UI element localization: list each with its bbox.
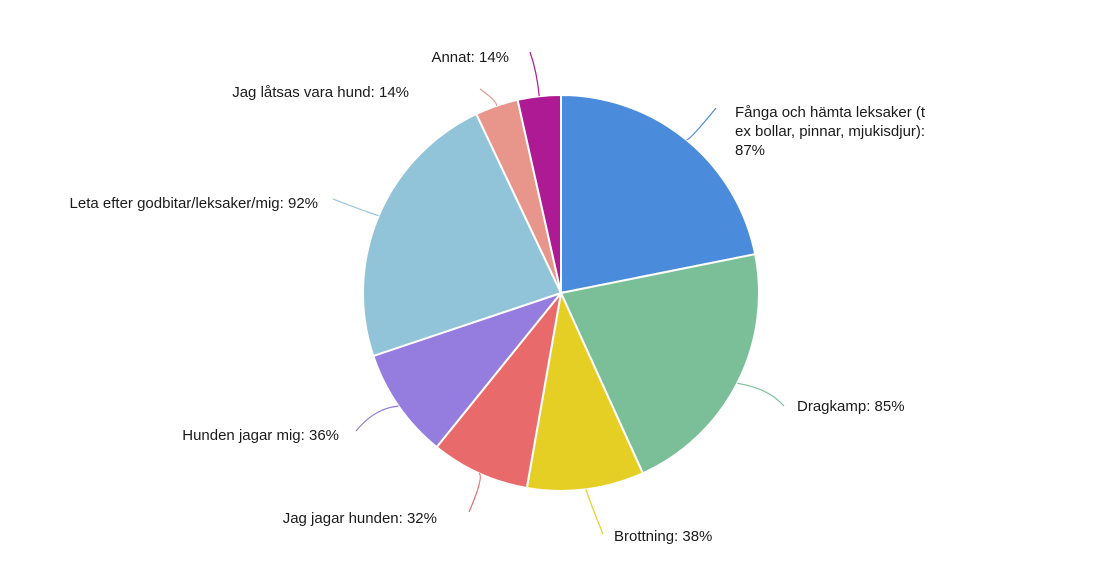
pie-slice-7 [516, 93, 562, 294]
slice-label-2-line-0: Brottning: 38% [614, 528, 712, 545]
connector-line-2 [585, 489, 604, 535]
slice-label-7-line-0: Annat: 14% [431, 49, 509, 66]
slice-label-0-line-0: Fånga och hämta leksaker (t [735, 104, 926, 121]
connector-line-3 [468, 472, 481, 513]
slice-label-1-line-0: Dragkamp: 85% [797, 398, 905, 415]
slice-label-0-line-2: 87% [735, 142, 765, 159]
connector-line-5 [332, 198, 380, 217]
connector-line-6 [479, 88, 498, 106]
slice-label-6-line-0: Jag låtsas vara hund: 14% [232, 84, 409, 101]
connector-line-0 [686, 107, 717, 141]
labels-layer: Fånga och hämta leksaker (t ex bollar, pi… [70, 49, 926, 545]
slices-layer [362, 93, 760, 492]
connector-line-7 [529, 51, 540, 97]
connector-line-1 [737, 382, 785, 407]
pie-slice-1 [559, 253, 760, 475]
slice-label-3-line-0: Jag jagar hunden: 32% [283, 510, 437, 527]
pie-slice-2 [525, 289, 645, 492]
slice-label-0-line-1: ex bollar, pinnar, mjukisdjur): [735, 123, 925, 140]
slice-label-4-line-0: Hunden jagar mig: 36% [182, 427, 339, 444]
connector-line-4 [355, 405, 399, 432]
slice-label-5-line-0: Leta efter godbitar/leksaker/mig: 92% [70, 195, 318, 212]
